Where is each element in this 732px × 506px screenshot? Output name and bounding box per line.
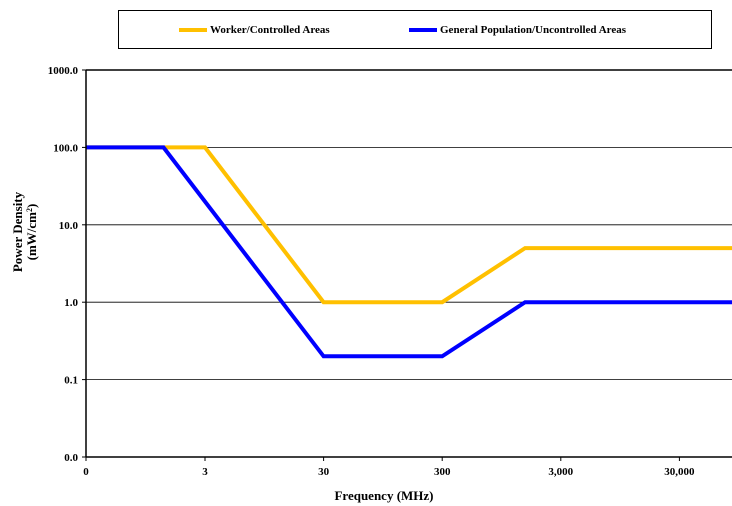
legend-label-worker: Worker/Controlled Areas xyxy=(210,24,330,36)
y-axis-unit-sup: 2 xyxy=(25,208,34,212)
y-axis-title-line2: (mW/cm2) xyxy=(24,204,39,261)
legend-label-general: General Population/Uncontrolled Areas xyxy=(440,24,626,36)
y-tick-label: 0.1 xyxy=(64,375,78,387)
legend-item-worker: Worker/Controlled Areas xyxy=(179,21,330,39)
series-line-general xyxy=(86,145,732,359)
axes xyxy=(85,70,732,458)
y-axis-unit-base: (mW/cm xyxy=(24,212,39,261)
x-tick-label: 300 xyxy=(434,466,451,478)
x-tick-label: 0 xyxy=(83,466,89,478)
legend-item-general: General Population/Uncontrolled Areas xyxy=(409,21,626,39)
y-tick-label: 100.0 xyxy=(53,142,78,154)
x-tick-label: 3 xyxy=(202,466,208,478)
x-tick-label: 3,000 xyxy=(548,466,573,478)
y-axis-title: Power Density (mW/cm2) xyxy=(10,191,39,272)
y-tick-labels: 0.0 0.1 1.0 10.0 100.0 1000.0 xyxy=(48,65,86,464)
x-tick-label: 30,000 xyxy=(664,466,695,478)
y-axis-unit-end: ) xyxy=(24,204,39,208)
gridlines xyxy=(86,69,732,381)
y-tick-label: 1000.0 xyxy=(48,65,79,77)
y-tick-label: 10.0 xyxy=(59,220,79,232)
x-tick-label: 30 xyxy=(318,466,330,478)
x-axis-title: Frequency (MHz) xyxy=(334,488,433,503)
chart-legend: Worker/Controlled Areas General Populati… xyxy=(118,10,712,49)
series-line-worker xyxy=(86,145,732,305)
y-tick-label: 0.0 xyxy=(64,452,78,464)
legend-swatch-general xyxy=(409,28,437,32)
series-lines xyxy=(86,145,732,359)
legend-swatch-worker xyxy=(179,28,207,32)
y-axis-title-line1: Power Density xyxy=(10,191,25,272)
y-axis-title-text: Power Density xyxy=(10,191,25,272)
y-tick-label: 1.0 xyxy=(64,297,78,309)
x-tick-labels: 0 3 30 300 3,000 30,000 xyxy=(83,457,695,478)
